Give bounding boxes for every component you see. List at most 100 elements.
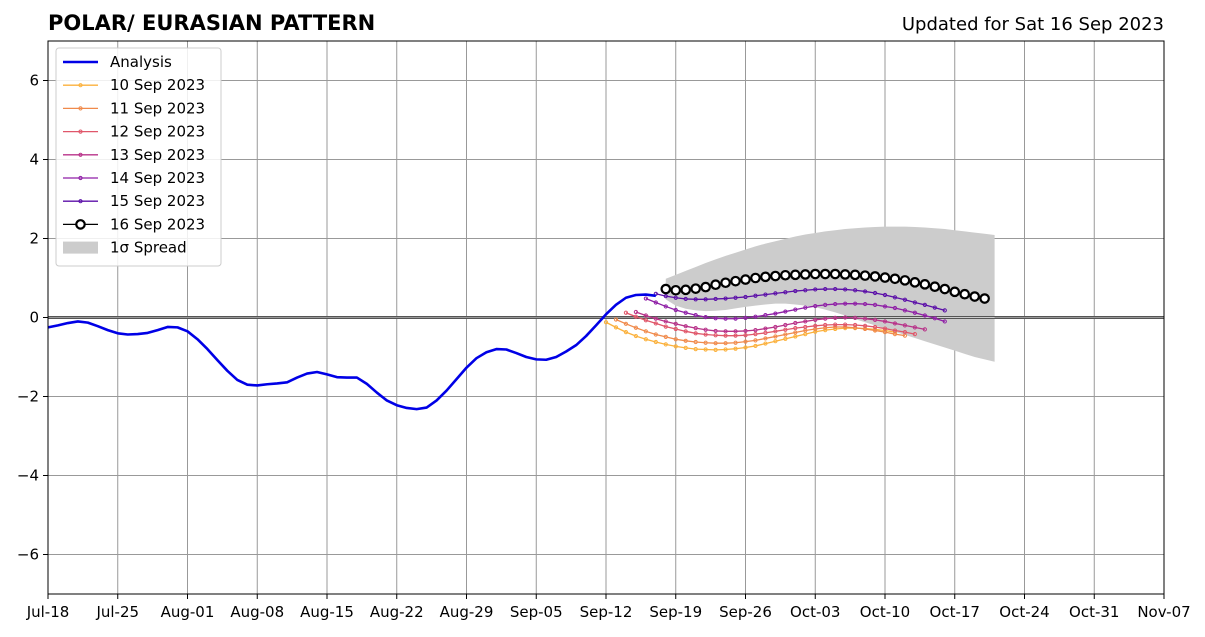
forecast-point	[633, 314, 638, 319]
forecast-point	[803, 305, 808, 310]
x-tick-label: Nov-07	[1137, 603, 1190, 621]
latest-forecast-point	[809, 268, 821, 280]
latest-forecast-point	[959, 288, 971, 300]
forecast-point	[853, 301, 858, 306]
forecast-3	[623, 310, 917, 338]
forecast-point	[872, 302, 878, 307]
forecast-point	[723, 296, 728, 301]
x-tick-label: Aug-15	[300, 603, 354, 621]
forecast-point	[733, 340, 738, 345]
forecast-point	[843, 301, 848, 306]
forecast-line	[605, 321, 896, 351]
forecast-point	[683, 329, 688, 334]
forecast-point	[693, 347, 698, 352]
latest-forecast-point	[859, 270, 871, 281]
spread-band	[665, 226, 995, 362]
forecast-point	[882, 319, 888, 324]
forecast-point	[683, 310, 688, 315]
forecast-point	[663, 334, 668, 339]
x-tick-label: Aug-01	[161, 603, 215, 621]
forecast-point	[843, 322, 848, 327]
forecast-point	[673, 337, 678, 342]
forecast-point	[813, 323, 818, 328]
forecast-point	[892, 295, 898, 300]
latest-forecast-point	[680, 284, 692, 296]
legend-label: 13 Sep 2023	[110, 146, 205, 164]
latest-forecast-point	[949, 286, 961, 298]
forecast-point	[773, 329, 778, 334]
forecast-point	[912, 325, 917, 330]
forecast-point	[783, 336, 788, 341]
latest-forecast-point	[720, 277, 731, 289]
forecast-point	[743, 345, 748, 350]
x-tick-label: Oct-10	[860, 603, 910, 621]
y-tick-label: −4	[17, 467, 39, 485]
legend-item: 15 Sep 2023	[63, 192, 205, 210]
forecast-point	[783, 327, 788, 332]
forecast-point	[633, 333, 638, 339]
forecast-point	[713, 316, 718, 321]
x-tick-label: Oct-17	[930, 603, 980, 621]
axes: Jul-18 Jul-25 Aug-01 Aug-08 Aug-15 Aug-22 Aug-…	[17, 40, 1191, 621]
forecast-point	[653, 316, 658, 321]
forecast-point	[673, 321, 678, 326]
legend-item: 10 Sep 2023	[63, 76, 205, 94]
forecast-point	[763, 313, 768, 318]
latest-forecast-point	[780, 269, 791, 281]
latest-forecast-point	[889, 273, 901, 285]
forecast-point	[703, 315, 708, 320]
forecast-point	[783, 322, 788, 328]
forecast-point	[892, 328, 898, 333]
forecast-point	[643, 318, 648, 323]
forecast-point	[833, 315, 838, 320]
forecast-point	[683, 324, 688, 329]
forecast-6	[653, 286, 947, 313]
forecast-point	[793, 334, 798, 339]
forecast-point	[633, 325, 638, 330]
legend: Analysis 10 Sep 2023 11 Sep 2023 12 Sep 202…	[55, 47, 222, 267]
forecast-point	[743, 294, 748, 300]
forecast-point	[753, 338, 758, 343]
forecast-point	[723, 333, 728, 338]
latest-forecast-point	[969, 291, 980, 302]
latest-forecast-point	[770, 270, 781, 282]
forecast-point	[693, 313, 698, 318]
forecast-point	[892, 321, 898, 326]
forecast-point	[603, 320, 609, 325]
forecast-point	[823, 286, 828, 292]
forecast-series	[603, 286, 947, 352]
forecast-point	[653, 332, 658, 337]
forecast-point	[713, 333, 718, 338]
forecast-2	[613, 317, 908, 346]
x-tick-label: Sep-19	[649, 603, 702, 621]
forecast-point	[763, 341, 768, 346]
latest-forecast-point	[760, 271, 771, 283]
forecast-point	[653, 321, 658, 326]
forecast-point	[922, 302, 927, 307]
forecast-point	[773, 334, 778, 339]
legend-item: Analysis	[63, 53, 172, 71]
y-tick-label: 6	[29, 72, 39, 90]
forecast-point	[663, 319, 668, 324]
forecast-point	[743, 333, 748, 338]
forecast-point	[653, 339, 658, 345]
y-tick-label: 2	[29, 230, 39, 248]
forecast-point	[793, 326, 798, 331]
forecast-point	[922, 327, 927, 332]
spread-area	[665, 226, 995, 362]
x-tick-label: Sep-12	[580, 603, 633, 621]
latest-forecast-point	[790, 269, 801, 281]
forecast-point	[743, 315, 748, 320]
forecast-point	[633, 309, 638, 315]
latest-forecast-point	[939, 283, 951, 295]
forecast-point	[823, 316, 828, 321]
forecast-point	[773, 311, 778, 316]
legend-swatch	[63, 241, 98, 254]
latest-forecast-point	[899, 275, 911, 286]
forecast-point	[763, 292, 768, 297]
forecast-point	[663, 324, 668, 329]
forecast-point	[683, 296, 688, 302]
forecast-point	[683, 345, 688, 351]
forecast-point	[773, 339, 778, 344]
